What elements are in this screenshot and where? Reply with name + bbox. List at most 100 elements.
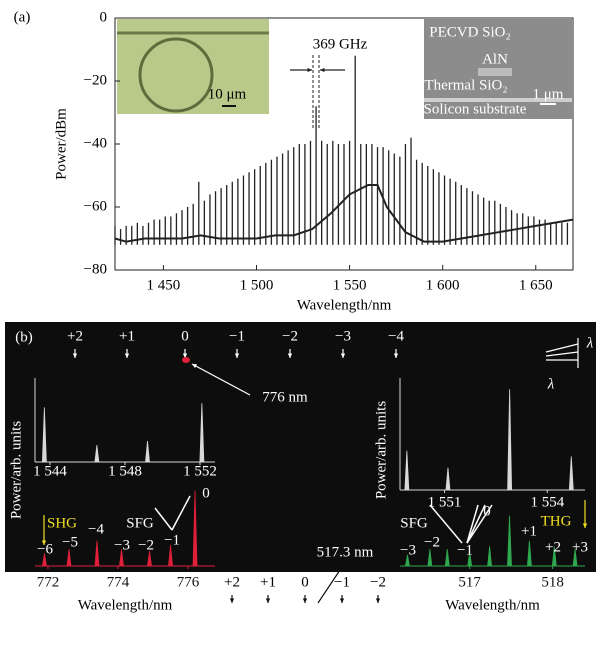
x-tick-label: 1 551	[428, 494, 462, 510]
arrow-head	[307, 67, 312, 73]
x-tick-label: 776	[177, 574, 200, 590]
y-axis-label: Power/arb. units	[373, 401, 389, 499]
x-tick-label: 1 450	[147, 277, 181, 293]
x-tick-label: 1 548	[108, 463, 142, 479]
y-tick-label: −20	[84, 72, 107, 88]
spectral-peak	[41, 553, 47, 567]
spectral-peak	[551, 546, 557, 567]
x-tick-label: 1 552	[183, 463, 217, 479]
pump-label: 776 nm	[262, 389, 308, 405]
y-tick-label: −80	[84, 261, 107, 277]
spectral-peak	[66, 549, 72, 567]
order-label: −2	[424, 534, 440, 550]
order-label: −3	[400, 542, 416, 558]
sem-label: Thermal SiO₂	[424, 77, 507, 93]
y-tick-label: 0	[100, 9, 108, 25]
arrow-head	[320, 67, 325, 73]
x-tick-label: 1 600	[426, 277, 460, 293]
pointer	[171, 495, 191, 531]
scale-label: 10 μm	[208, 86, 247, 102]
x-tick-label: 1 650	[519, 277, 553, 293]
x-tick-label: 1 550	[333, 277, 367, 293]
sem-layer	[424, 98, 572, 102]
order-label: −2	[370, 574, 386, 590]
arrow-head	[229, 598, 235, 603]
arrow-head	[124, 353, 130, 358]
corner-label: λ	[547, 376, 555, 392]
spectral-peak	[168, 544, 173, 567]
x-tick-label: 517	[458, 574, 481, 590]
pointer	[466, 504, 493, 544]
sem-label: Solicon substrate	[424, 101, 527, 117]
aln-block	[478, 68, 512, 76]
third-label: 517.3 nm	[317, 544, 374, 560]
order-label: −5	[62, 534, 78, 550]
sem-label: PECVD SiO₂	[429, 24, 511, 40]
spectral-peak	[526, 540, 532, 567]
order-label: +3	[572, 539, 588, 555]
spectral-peak	[41, 407, 47, 463]
order-label: −6	[37, 541, 53, 557]
spectral-peak	[568, 456, 574, 491]
arrow-head	[375, 598, 381, 603]
order-label: +1	[260, 574, 276, 590]
spectral-peak	[427, 549, 433, 567]
arrow-head	[340, 353, 346, 358]
order-label: −3	[335, 328, 351, 344]
spectral-peak	[404, 450, 410, 491]
y-tick-label: −40	[84, 135, 107, 151]
spectral-peak	[192, 490, 198, 567]
arrow-head	[582, 523, 588, 528]
spectral-peak	[94, 445, 100, 463]
order-label: −1	[457, 542, 473, 558]
arrow-head	[182, 353, 188, 358]
arrow-head	[192, 364, 197, 369]
arrow-head	[234, 353, 240, 358]
y-tick-label: −60	[84, 198, 107, 214]
ring	[138, 37, 214, 113]
order-label: 0	[483, 503, 491, 519]
annotation: SFG	[126, 515, 154, 531]
y-axis-label: Power/arb. units	[8, 421, 24, 519]
panel-label: (b)	[15, 329, 33, 345]
arrow	[191, 363, 251, 396]
arrow-head	[302, 598, 308, 603]
pointer	[154, 507, 173, 531]
spectral-peak	[445, 467, 451, 491]
annotation: SHG	[47, 515, 77, 531]
arrow-head	[265, 598, 271, 603]
order-label: 0	[181, 328, 189, 344]
spectral-peak	[487, 546, 493, 567]
arrow-head	[339, 598, 345, 603]
noise-floor	[114, 183, 574, 243]
x-tick-label: 1 544	[33, 463, 67, 479]
spectral-peak	[404, 554, 410, 567]
order-label: +2	[67, 328, 83, 344]
x-axis-label: Wavelength/nm	[445, 597, 540, 613]
order-label: 0	[301, 574, 309, 590]
annotation: SFG	[400, 515, 428, 531]
arrow-head	[287, 353, 293, 358]
order-label: +1	[119, 328, 135, 344]
x-tick-label: 772	[37, 574, 60, 590]
panel-label: (a)	[14, 9, 31, 25]
scan-icon	[545, 338, 579, 368]
arrow-head	[393, 353, 399, 358]
spectral-peak	[199, 403, 205, 463]
x-tick-label: 774	[107, 574, 130, 590]
spectral-peak	[572, 549, 578, 567]
x-tick-label: 518	[541, 574, 564, 590]
spectral-peak	[507, 389, 513, 491]
x-axis-label: Wavelength/nm	[78, 597, 173, 613]
order-label: −1	[164, 532, 180, 548]
arrow-head	[72, 353, 78, 358]
x-tick-label: 1 554	[530, 494, 564, 510]
order-label: +2	[224, 574, 240, 590]
order-label: −1	[229, 328, 245, 344]
y-axis-label: Power/dBm	[53, 108, 69, 180]
order-label: −2	[282, 328, 298, 344]
pointer	[317, 569, 341, 604]
order-label: 0	[202, 485, 210, 501]
order-label: +1	[521, 523, 537, 539]
